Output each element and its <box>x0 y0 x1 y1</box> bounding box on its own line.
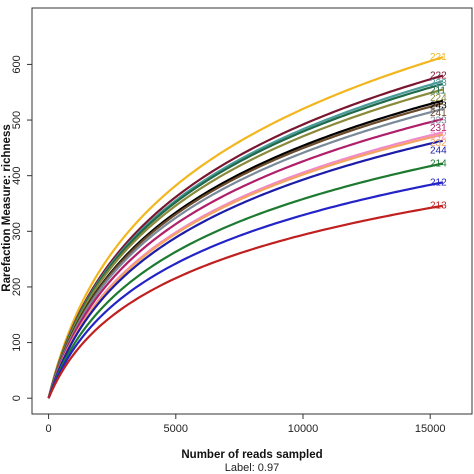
series-label-211: 211 <box>430 86 446 97</box>
y-tick-label: 300 <box>11 222 23 240</box>
series-line-214 <box>47 162 444 399</box>
series-line-222 <box>47 74 444 399</box>
series-label-231: 231 <box>430 123 447 134</box>
series-label-221: 221 <box>430 52 447 63</box>
x-axis-title: Number of reads sampled <box>181 449 322 461</box>
series-line-213 <box>47 204 444 399</box>
series-label-233: 233 <box>430 116 447 127</box>
series-line-232 <box>47 133 444 399</box>
series-line-211 <box>47 82 444 399</box>
series-line-221 <box>47 56 444 399</box>
series-label-222: 222 <box>430 71 447 82</box>
x-tick-label: 5000 <box>164 423 188 435</box>
series-line-223 <box>47 80 444 399</box>
y-tick-label: 600 <box>11 55 23 73</box>
y-axis-title: Rarefaction Measure: richness <box>1 124 13 291</box>
series-label-224: 224 <box>430 93 447 104</box>
series-label-243: 243 <box>430 101 447 112</box>
label-note: Label: 0.97 <box>225 462 279 474</box>
series-label-244: 244 <box>430 146 447 157</box>
series-label-232: 232 <box>430 138 447 149</box>
series-label-213: 213 <box>430 201 447 212</box>
series-label-241: 241 <box>430 108 447 119</box>
series-lines <box>47 56 444 399</box>
y-axis: 0 100 200 300 400 500 600 <box>11 55 32 401</box>
series-line-243 <box>47 99 444 399</box>
x-tick-label: 15000 <box>415 423 446 435</box>
series-line-233 <box>47 107 444 399</box>
series-line-241 <box>47 102 444 399</box>
y-tick-label: 400 <box>11 167 23 185</box>
y-tick-label: 0 <box>11 395 23 401</box>
x-tick-label: 0 <box>46 423 52 435</box>
series-line-231 <box>47 117 444 399</box>
y-tick-label: 100 <box>11 333 23 351</box>
y-tick-label: 500 <box>11 111 23 129</box>
x-axis: 0 5000 10000 15000 <box>46 414 446 435</box>
x-tick-label: 10000 <box>288 423 319 435</box>
series-line-212 <box>47 181 444 399</box>
y-tick-label: 200 <box>11 278 23 296</box>
plot-frame <box>31 7 473 415</box>
series-label-223: 223 <box>430 78 447 89</box>
series-label-212: 212 <box>430 177 447 188</box>
series-label-214: 214 <box>430 158 447 169</box>
series-line-244 <box>47 139 444 399</box>
series-label-242: 242 <box>430 131 447 142</box>
series-line-224 <box>47 88 444 399</box>
